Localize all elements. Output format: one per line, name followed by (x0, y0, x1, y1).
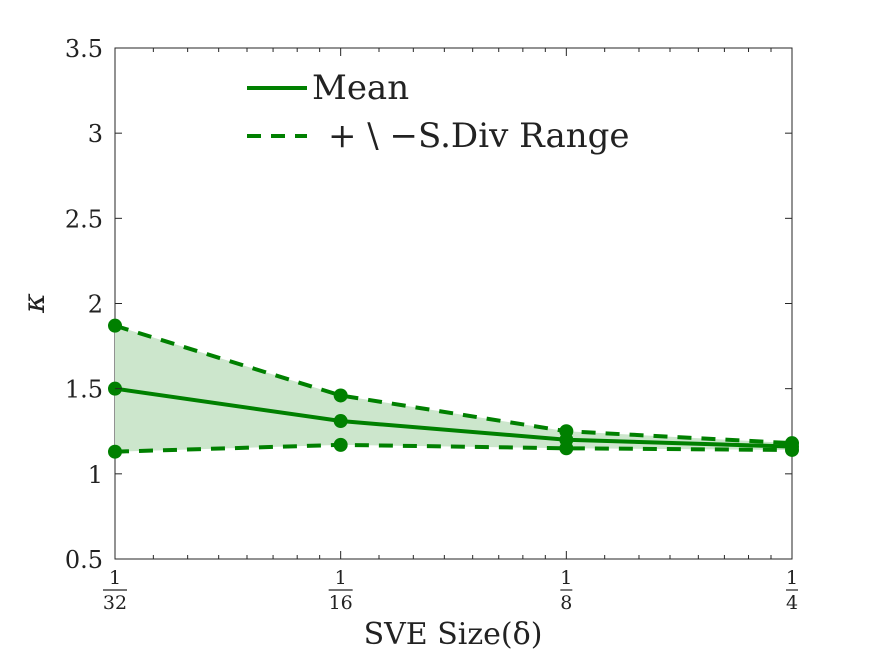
range-upper-point (333, 388, 348, 403)
mean-line (114, 386, 793, 449)
legend-range-label: + \ −S.Div Range (328, 116, 630, 156)
y-axis-title: κ (17, 293, 52, 314)
y-tick-label: 1 (88, 461, 103, 489)
x-axis-title: SVE Size(δ) (364, 617, 543, 652)
y-tick-label: 1.5 (65, 376, 103, 404)
range-lower-point (559, 441, 574, 456)
y-tick-label: 0.5 (65, 546, 103, 574)
y-tick-label: 3.5 (65, 35, 103, 63)
x-tick-label-denominator: 16 (329, 592, 353, 614)
minor-ticks (152, 48, 772, 559)
std-range-area (115, 325, 792, 452)
x-tick-label-numerator: 1 (786, 567, 798, 589)
range-upper-point (108, 318, 122, 333)
x-tick-label-denominator: 4 (786, 592, 798, 614)
x-tick-label-numerator: 1 (335, 567, 347, 589)
y-tick-label: 2.5 (65, 205, 103, 233)
x-tick-label-denominator: 8 (560, 592, 572, 614)
series-lines (114, 323, 793, 454)
x-tick-label-numerator: 1 (109, 567, 121, 589)
x-tick-label-numerator: 1 (560, 567, 572, 589)
mean-point (333, 414, 348, 429)
range-lower-line (114, 442, 793, 454)
legend-mean-label: Mean (312, 68, 409, 108)
legend: Mean + \ −S.Div Range (247, 68, 630, 156)
range-lower-point (108, 444, 122, 459)
range-lower-point (785, 442, 799, 457)
y-axis-ticks: 0.5 1 1.5 2 2.5 3 3.5 (65, 35, 792, 574)
y-tick-label: 3 (88, 120, 103, 148)
y-tick-label: 2 (88, 291, 103, 319)
range-upper-line (114, 323, 793, 446)
x-tick-label-denominator: 32 (103, 592, 127, 614)
x-axis-ticks: 1 32 1 16 1 8 1 4 (103, 48, 798, 614)
range-lower-point (333, 437, 348, 452)
std-range-band (115, 325, 792, 452)
series-points (108, 318, 799, 459)
range-upper-point (559, 424, 574, 439)
